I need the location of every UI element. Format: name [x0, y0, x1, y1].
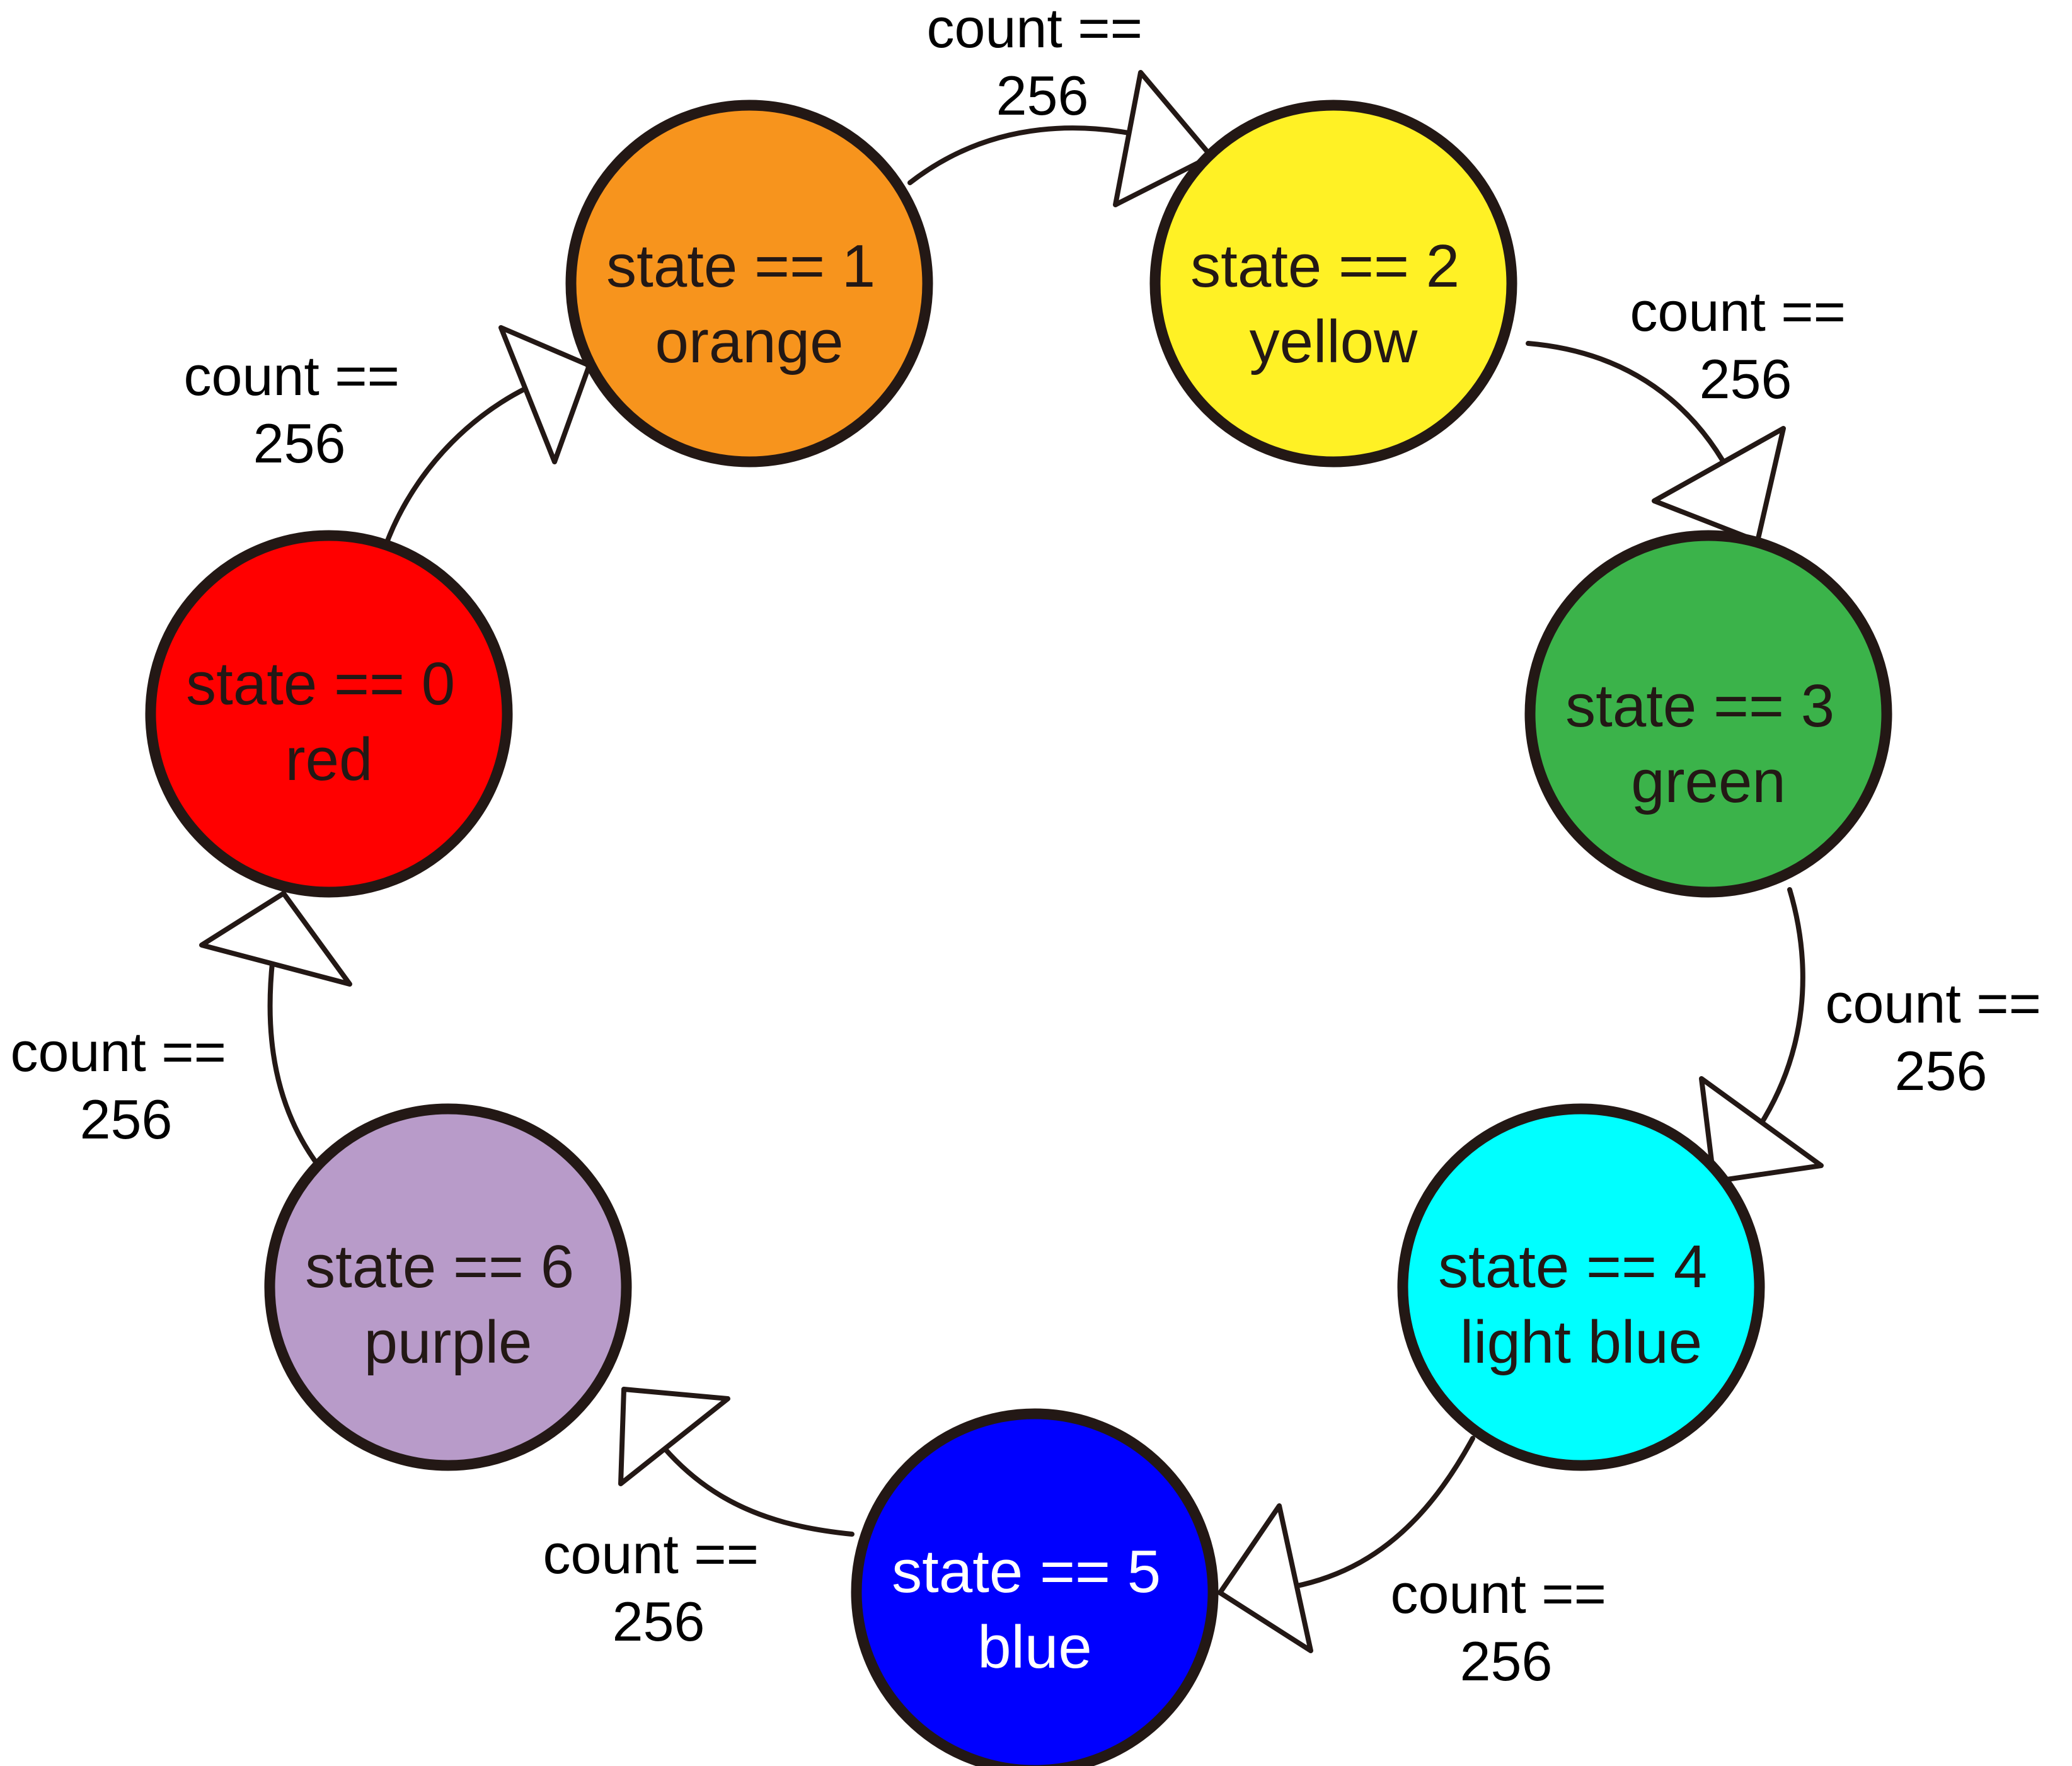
arrow-head-s5-s6 — [618, 1387, 730, 1486]
edge-label-line2: 256 — [1460, 1630, 1553, 1692]
state-text-2: state == 2 yellow — [1190, 232, 1476, 376]
arrow-head-s0-s1 — [498, 325, 592, 464]
state-condition: state == 2 — [1190, 232, 1459, 300]
state-circle-3 — [1524, 530, 1892, 898]
state-condition: state == 1 — [606, 232, 875, 300]
state-node-5: state == 5 blue — [851, 1408, 1219, 1766]
arrow-head-s2-s3 — [1652, 426, 1786, 544]
state-node-2: state == 2 yellow — [1149, 100, 1517, 467]
state-color-name: yellow — [1250, 308, 1418, 376]
edge-label-line2: 256 — [1895, 1040, 1988, 1102]
edge-label-line1: count == — [543, 1523, 759, 1585]
state-circle-4 — [1397, 1103, 1765, 1471]
state-text-4: state == 4 light blue — [1438, 1233, 1724, 1376]
arrow-head-s1-s2 — [1113, 70, 1214, 207]
state-color-name: light blue — [1460, 1309, 1702, 1376]
edge-label-s0-s1: count == 256 — [184, 345, 415, 474]
edge-label-line2: 256 — [996, 64, 1089, 127]
edge-label-line1: count == — [11, 1021, 227, 1083]
state-node-0: state == 0 red — [145, 530, 513, 898]
state-circle-0 — [145, 530, 513, 898]
arrow-head-s3-s4 — [1699, 1076, 1824, 1184]
state-color-name: orange — [655, 308, 844, 376]
state-condition: state == 5 — [892, 1538, 1161, 1605]
transition-labels: count == 256 count == 256 count == 256 c… — [11, 0, 2057, 1692]
edge-label-line2: 256 — [1700, 348, 1792, 410]
state-condition: state == 3 — [1565, 672, 1834, 740]
state-circle-6 — [264, 1103, 632, 1471]
state-circle-2 — [1149, 100, 1517, 467]
arrow-head-s6-s0 — [199, 891, 352, 987]
edge-label-line2: 256 — [253, 412, 346, 474]
state-node-4: state == 4 light blue — [1397, 1103, 1765, 1471]
edge-label-s1-s2: count == 256 — [927, 0, 1158, 127]
edge-label-line2: 256 — [613, 1590, 705, 1653]
edge-label-s3-s4: count == 256 — [1826, 972, 2057, 1102]
edge-label-line1: count == — [927, 0, 1143, 59]
state-node-1: state == 1 orange — [565, 100, 933, 467]
edge-label-line1: count == — [1391, 1562, 1607, 1625]
arrow-head-s4-s5 — [1217, 1503, 1313, 1653]
state-color-name: purple — [364, 1309, 532, 1376]
state-circle-5 — [851, 1408, 1219, 1766]
state-color-name: green — [1631, 748, 1786, 815]
transition-edges — [199, 70, 1824, 1653]
state-condition: state == 0 — [186, 650, 455, 718]
state-text-3: state == 3 green — [1565, 672, 1851, 815]
state-color-name: blue — [977, 1614, 1092, 1681]
edge-label-line1: count == — [1630, 280, 1846, 343]
state-node-3: state == 3 green — [1524, 530, 1892, 898]
edge-label-line1: count == — [184, 345, 400, 407]
edge-label-s6-s0: count == 256 — [11, 1021, 242, 1150]
state-text-1: state == 1 orange — [606, 232, 892, 376]
edge-label-line2: 256 — [80, 1088, 173, 1150]
state-nodes: state == 0 red state == 1 orange state =… — [145, 100, 1892, 1766]
state-text-6: state == 6 purple — [305, 1233, 591, 1376]
edge-label-s5-s6: count == 256 — [543, 1523, 774, 1653]
state-condition: state == 4 — [1438, 1233, 1707, 1300]
state-node-6: state == 6 purple — [264, 1103, 632, 1471]
edge-label-s2-s3: count == 256 — [1630, 280, 1862, 410]
state-color-name: red — [285, 726, 373, 793]
state-text-0: state == 0 red — [186, 650, 472, 793]
state-circle-1 — [565, 100, 933, 467]
state-text-5: state == 5 blue — [892, 1538, 1178, 1681]
state-condition: state == 6 — [305, 1233, 574, 1300]
edge-label-s4-s5: count == 256 — [1391, 1562, 1622, 1692]
edge-label-line1: count == — [1826, 972, 2042, 1035]
